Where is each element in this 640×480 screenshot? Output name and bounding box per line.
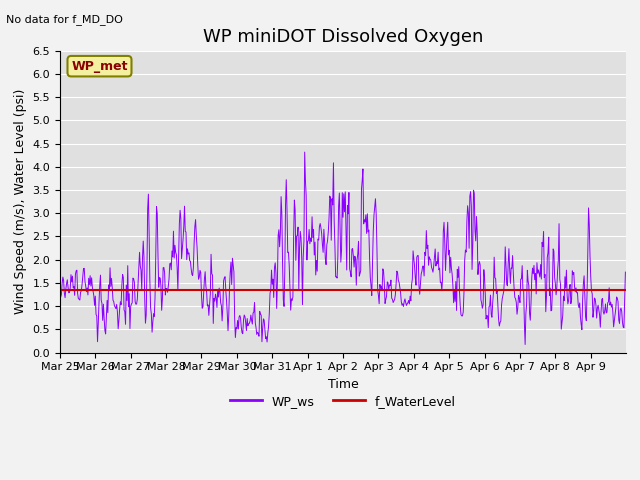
X-axis label: Time: Time — [328, 378, 358, 391]
Legend: WP_ws, f_WaterLevel: WP_ws, f_WaterLevel — [225, 390, 461, 413]
Text: WP_met: WP_met — [71, 60, 128, 72]
Title: WP miniDOT Dissolved Oxygen: WP miniDOT Dissolved Oxygen — [203, 28, 483, 46]
Y-axis label: Wind Speed (m/s), Water Level (psi): Wind Speed (m/s), Water Level (psi) — [14, 89, 27, 314]
Text: No data for f_MD_DO: No data for f_MD_DO — [6, 14, 124, 25]
Line: WP_ws: WP_ws — [60, 152, 625, 345]
